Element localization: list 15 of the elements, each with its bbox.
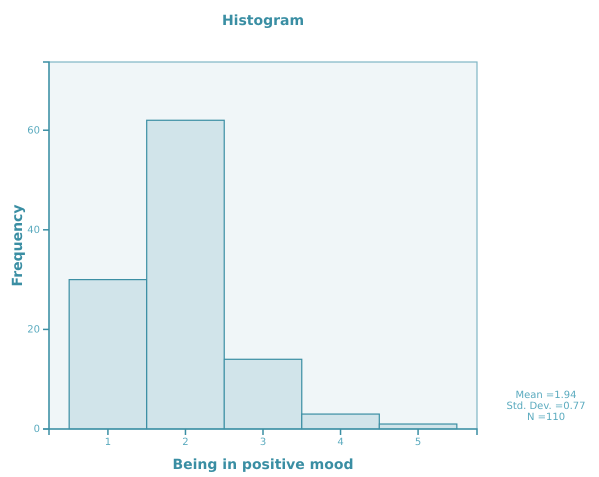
x-tick-label: 4 <box>337 437 344 448</box>
x-axis-title: Being in positive mood <box>172 457 354 473</box>
x-tick-label: 1 <box>104 437 112 448</box>
y-tick-label: 40 <box>27 225 40 236</box>
x-tick-label: 5 <box>414 437 422 448</box>
text: Mean =1.94 <box>515 390 577 401</box>
y-tick-label: 60 <box>27 125 40 136</box>
x-tick-label: 3 <box>260 437 266 448</box>
text: N =110 <box>526 412 566 423</box>
y-tick-label: 20 <box>27 324 40 336</box>
y-tick-label: 0 <box>34 424 40 436</box>
x-tick-label: 2 <box>182 437 189 448</box>
chart-title: Histogram <box>222 13 304 29</box>
text: Std. Dev. =0.77 <box>506 401 586 412</box>
y-axis-title: Frequency <box>10 204 26 286</box>
